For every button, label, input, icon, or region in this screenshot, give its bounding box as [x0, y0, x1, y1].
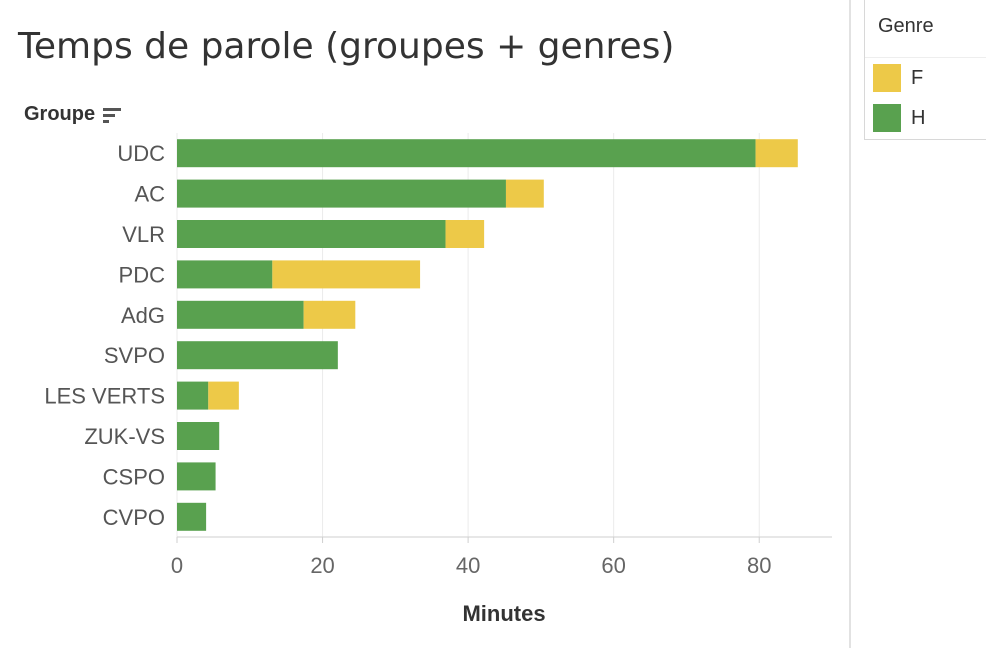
bars — [177, 139, 798, 531]
x-tick-label: 40 — [456, 553, 480, 578]
bar-h[interactable] — [177, 260, 273, 289]
legend-item-h[interactable]: H — [873, 103, 925, 133]
x-tick-label: 60 — [601, 553, 625, 578]
legend-swatch-f — [873, 64, 901, 92]
bar-h[interactable] — [177, 502, 207, 531]
bar-h[interactable] — [177, 179, 506, 208]
category-label: LES VERTS — [44, 384, 165, 409]
category-label: AC — [134, 182, 165, 207]
x-tick-label: 20 — [310, 553, 334, 578]
sort-icon[interactable] — [103, 107, 122, 123]
bar-h[interactable] — [177, 341, 338, 370]
bar-f[interactable] — [755, 139, 798, 168]
category-label: ZUK-VS — [84, 424, 165, 449]
bar-h[interactable] — [177, 381, 209, 410]
legend-label-f: F — [911, 66, 924, 89]
category-label: VLR — [122, 222, 165, 247]
bar-h[interactable] — [177, 139, 756, 168]
category-label: UDC — [117, 141, 165, 166]
chart-title: Temps de parole (groupes + genres) — [18, 26, 675, 67]
category-label: CVPO — [103, 505, 165, 530]
bar-f[interactable] — [445, 220, 485, 248]
category-label: SVPO — [104, 343, 165, 368]
bar-h[interactable] — [177, 422, 220, 450]
category-axis-label: Groupe — [24, 103, 96, 125]
legend-divider — [865, 57, 986, 58]
bar-f[interactable] — [208, 381, 239, 410]
category-label: CSPO — [103, 464, 165, 489]
bar-f[interactable] — [272, 260, 421, 289]
legend: Genre F H — [864, 0, 986, 140]
bar-f[interactable] — [505, 179, 544, 208]
x-axis: 0 20 40 60 80 — [171, 536, 832, 578]
category-labels: UDC AC VLR PDC AdG SVPO LES VERTS ZUK-VS CSPO CVP… — [44, 141, 165, 530]
category-label: AdG — [121, 303, 165, 328]
bar-h[interactable] — [177, 300, 304, 329]
bar-h[interactable] — [177, 462, 216, 491]
panel-divider — [849, 0, 851, 648]
legend-title: Genre — [878, 15, 934, 37]
legend-item-f[interactable]: F — [873, 63, 923, 93]
legend-swatch-h — [873, 104, 901, 132]
bar-f[interactable] — [303, 300, 356, 329]
x-tick-label: 0 — [171, 553, 183, 578]
x-tick-label: 80 — [747, 553, 771, 578]
x-axis-title: Minutes — [462, 601, 545, 626]
category-axis-header[interactable]: Groupe — [24, 103, 122, 126]
category-label: PDC — [119, 262, 166, 287]
legend-label-h: H — [911, 106, 926, 129]
bar-h[interactable] — [177, 220, 446, 248]
